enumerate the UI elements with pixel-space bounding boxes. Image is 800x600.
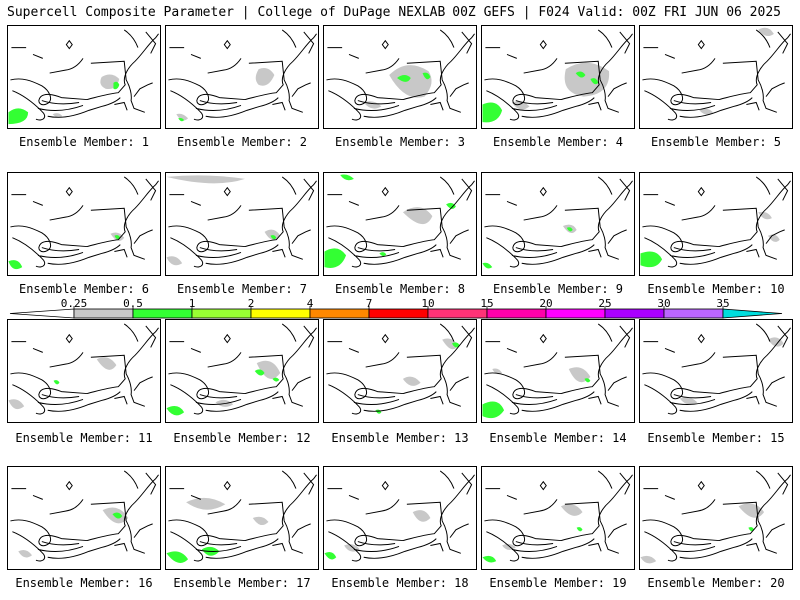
map-svg: [482, 29, 633, 123]
ensemble-member-map: [7, 25, 161, 129]
colorbar-tick-label: 15: [480, 297, 494, 310]
ensemble-member-map: [481, 172, 635, 276]
map-svg: [324, 470, 475, 562]
run-valid-time: 00Z GEFS | F024 Valid: 00Z FRI JUN 06 20…: [452, 5, 781, 20]
colorbar-left-arrow: [9, 308, 75, 319]
ensemble-member-label: Ensemble Member: 6: [18, 282, 150, 296]
ensemble-member-label: Ensemble Member: 11: [15, 431, 153, 445]
colorbar: [9, 306, 783, 319]
map-svg: [166, 470, 317, 563]
ensemble-member-label: Ensemble Member: 1: [18, 135, 150, 149]
ensemble-member-map: [639, 466, 793, 570]
map-svg: [8, 29, 159, 125]
colorbar-tick-label: 30: [657, 297, 671, 310]
colorbar-tick-label: 0.25: [60, 297, 88, 310]
map-title: Supercell Composite Parameter | College …: [7, 5, 446, 20]
colorbar-segment: [250, 308, 311, 319]
ensemble-member-label: Ensemble Member: 9: [492, 282, 624, 296]
map-svg: [482, 470, 633, 563]
ensemble-member-label: Ensemble Member: 20: [647, 576, 785, 590]
ensemble-member-label: Ensemble Member: 8: [334, 282, 466, 296]
ensemble-member-map: [323, 319, 477, 423]
ensemble-member-map: [323, 172, 477, 276]
ensemble-member-label: Ensemble Member: 16: [15, 576, 153, 590]
colorbar-segment: [486, 308, 547, 319]
map-svg: [166, 175, 317, 268]
colorbar-segment: [191, 308, 252, 319]
map-svg: [640, 176, 791, 268]
map-svg: [326, 29, 475, 121]
ensemble-member-label: Ensemble Member: 12: [173, 431, 311, 445]
ensemble-member-label: Ensemble Member: 2: [176, 135, 308, 149]
ensemble-member-map: [7, 466, 161, 570]
ensemble-member-label: Ensemble Member: 7: [176, 282, 308, 296]
map-svg: [166, 323, 317, 416]
map-svg: [326, 323, 475, 415]
colorbar-segment: [132, 308, 193, 319]
ensemble-member-map: [165, 172, 319, 276]
ensemble-member-map: [323, 466, 477, 570]
colorbar-segment: [604, 308, 665, 319]
colorbar-tick-label: 2: [247, 297, 255, 310]
colorbar-tick-label: 7: [365, 297, 373, 310]
map-svg: [482, 323, 633, 419]
colorbar-tick-label: 0.5: [123, 297, 143, 310]
map-svg: [168, 29, 317, 122]
map-svg: [324, 174, 475, 268]
colorbar-tick-label: 25: [598, 297, 612, 310]
colorbar-tick-label: 1: [188, 297, 196, 310]
ensemble-member-label: Ensemble Member: 14: [489, 431, 627, 445]
colorbar-segment: [663, 308, 724, 319]
colorbar-segment: [73, 308, 134, 319]
ensemble-member-map: [7, 172, 161, 276]
colorbar-tick-label: 10: [421, 297, 435, 310]
ensemble-member-map: [323, 25, 477, 129]
ensemble-member-label: Ensemble Member: 15: [647, 431, 785, 445]
map-svg: [642, 323, 791, 415]
ensemble-member-label: Ensemble Member: 19: [489, 576, 627, 590]
ensemble-member-map: [165, 25, 319, 129]
ensemble-member-map: [639, 319, 793, 423]
ensemble-member-map: [165, 319, 319, 423]
map-svg: [482, 176, 633, 269]
ensemble-member-label: Ensemble Member: 18: [331, 576, 469, 590]
colorbar-tick-label: 4: [306, 297, 314, 310]
colorbar-segment: [427, 308, 488, 319]
colorbar-tick-label: 20: [539, 297, 553, 310]
ensemble-member-label: Ensemble Member: 4: [492, 135, 624, 149]
ensemble-member-map: [481, 466, 635, 570]
ensemble-member-map: [639, 25, 793, 129]
ensemble-member-label: Ensemble Member: 17: [173, 576, 311, 590]
ensemble-member-label: Ensemble Member: 5: [650, 135, 782, 149]
ensemble-member-label: Ensemble Member: 3: [334, 135, 466, 149]
colorbar-segment: [722, 308, 783, 319]
colorbar-segment: [368, 308, 429, 319]
map-svg: [642, 27, 791, 121]
colorbar-segment: [309, 308, 370, 319]
ensemble-member-map: [639, 172, 793, 276]
map-svg: [10, 470, 159, 562]
colorbar-tick-label: 35: [716, 297, 730, 310]
ensemble-member-map: [481, 319, 635, 423]
colorbar-segment: [545, 308, 606, 319]
map-svg: [8, 323, 159, 415]
ensemble-member-map: [165, 466, 319, 570]
map-svg: [640, 470, 791, 564]
map-svg: [8, 176, 159, 270]
ensemble-member-map: [7, 319, 161, 423]
ensemble-member-label: Ensemble Member: 10: [647, 282, 785, 296]
ensemble-member-label: Ensemble Member: 13: [331, 431, 469, 445]
ensemble-member-map: [481, 25, 635, 129]
